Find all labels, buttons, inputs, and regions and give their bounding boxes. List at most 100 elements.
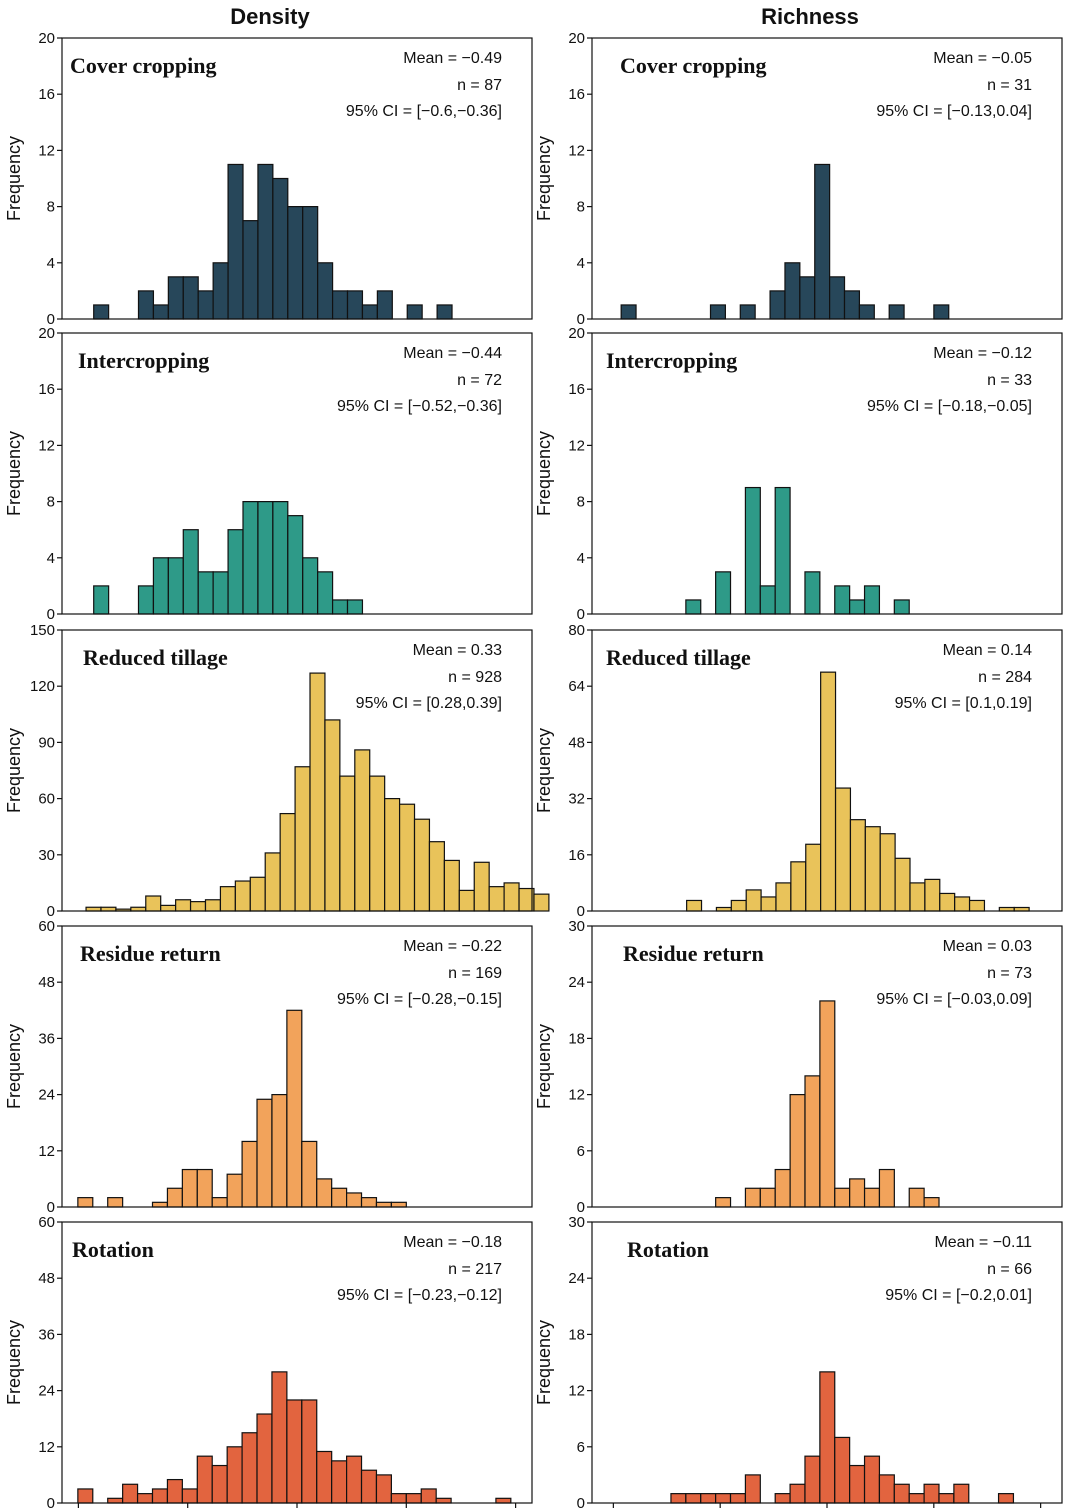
histogram-bar <box>331 1460 348 1504</box>
panel-title: Cover cropping <box>620 53 766 78</box>
y-tick-label: 30 <box>38 847 55 864</box>
y-tick-label: 4 <box>47 550 55 567</box>
histogram-bar <box>317 262 334 320</box>
histogram-bar <box>709 304 726 320</box>
histogram-bar <box>286 1009 303 1208</box>
y-tick-label: 48 <box>38 974 55 991</box>
histogram-bar <box>819 1000 836 1208</box>
y-tick-label: 12 <box>38 1143 55 1160</box>
histogram-bar <box>242 501 259 615</box>
y-tick-label: 0 <box>577 606 585 623</box>
histogram-bar <box>93 585 110 615</box>
panel-density-intercropping: 0 4 8 12 16 20 Frequency Intercropping Mean = −0… <box>4 325 533 623</box>
stat-mean: Mean = 0.03 <box>943 938 1033 955</box>
y-tick-label: 36 <box>38 1326 55 1343</box>
histogram-bar <box>406 304 423 320</box>
histogram-bar <box>834 787 852 912</box>
histogram-bar <box>369 775 386 912</box>
y-axis-label: Frequency <box>534 431 554 516</box>
y-tick-label: 18 <box>568 1030 585 1047</box>
panel-density-cover-cropping: 0 4 8 12 16 20 Frequency Cover cropping Mean = −… <box>4 30 533 328</box>
histogram-bar <box>287 515 304 615</box>
histogram-bar <box>799 276 816 320</box>
histogram-bar <box>834 1436 851 1504</box>
y-axis-label: Frequency <box>4 1320 24 1405</box>
histogram-bar <box>744 1187 761 1208</box>
histogram-bar <box>137 290 155 320</box>
histogram-bar <box>152 557 169 615</box>
histogram-bar <box>938 1493 955 1504</box>
y-tick-label: 20 <box>568 30 585 47</box>
histogram-bar <box>166 1187 183 1208</box>
y-tick-label: 16 <box>38 86 55 103</box>
y-axis-label: Frequency <box>534 728 554 813</box>
stat-n: n = 928 <box>448 669 502 686</box>
y-tick-label: 8 <box>47 494 55 511</box>
y-tick-label: 0 <box>47 1199 55 1216</box>
y-axis-label: Frequency <box>534 1024 554 1109</box>
histogram-bar <box>774 486 791 615</box>
stat-mean: Mean = −0.11 <box>934 1234 1032 1251</box>
histogram-bar <box>804 571 821 615</box>
histogram-bar <box>181 1488 198 1504</box>
y-tick-label: 8 <box>577 199 585 216</box>
histogram-bar <box>286 1399 303 1504</box>
y-tick-label: 24 <box>38 1087 55 1104</box>
y-tick-label: 12 <box>38 142 55 159</box>
histogram-bar <box>390 1493 407 1504</box>
histogram-bar <box>953 1483 970 1504</box>
histogram-bar <box>360 1469 378 1504</box>
histogram-bar <box>167 276 184 320</box>
histogram-bar <box>257 163 274 320</box>
histogram-bar <box>745 889 762 912</box>
histogram-bar <box>843 290 861 320</box>
histogram-bar <box>316 1450 333 1504</box>
histogram-bar <box>744 1474 761 1504</box>
y-tick-label: 12 <box>568 1383 585 1400</box>
plot-frame <box>591 37 1063 320</box>
histogram-bar <box>997 1493 1015 1504</box>
histogram-bar <box>739 304 756 320</box>
y-tick-label: 60 <box>38 791 55 808</box>
histogram-bar <box>226 1173 243 1208</box>
histogram-bar <box>863 585 881 615</box>
histogram-bar <box>715 1197 732 1208</box>
histogram-bar <box>488 886 505 912</box>
y-tick-label: 12 <box>568 142 585 159</box>
y-tick-label: 64 <box>568 678 585 695</box>
y-tick-label: 0 <box>577 1199 585 1216</box>
panel-richness-cover-cropping: 0 4 8 12 16 20 Frequency Cover cropping Mean = −… <box>534 30 1063 328</box>
histogram-bar <box>287 206 304 320</box>
panel-density-residue-return: 0 12 24 36 48 60 Frequency Residue return Mean =… <box>4 918 533 1216</box>
histogram-bar <box>939 892 956 912</box>
histogram-bar <box>152 304 169 320</box>
stat-n: n = 217 <box>448 1261 502 1278</box>
y-tick-label: 20 <box>568 325 585 342</box>
y-tick-label: 48 <box>38 1270 55 1287</box>
histogram-bar <box>715 1493 732 1504</box>
y-axis-label: Frequency <box>4 136 24 221</box>
histogram-bar <box>316 1178 333 1208</box>
y-tick-label: 8 <box>577 494 585 511</box>
histogram-bar <box>405 1493 422 1504</box>
histogram-bar <box>294 766 311 912</box>
histogram-bar <box>197 571 214 615</box>
histogram-bar <box>894 857 911 912</box>
histogram-bar <box>331 599 349 615</box>
histogram-bar <box>804 1455 821 1504</box>
stat-ci: 95% CI = [−0.23,−0.12] <box>337 1287 502 1304</box>
y-tick-label: 0 <box>47 311 55 328</box>
histogram-bar <box>182 529 199 615</box>
y-tick-label: 6 <box>577 1143 585 1160</box>
histogram-bar <box>107 1197 124 1208</box>
y-tick-label: 36 <box>38 1030 55 1047</box>
histogram-bar <box>354 749 371 912</box>
histogram-bar <box>908 1187 925 1208</box>
histogram-bar <box>760 896 777 912</box>
histogram-bar <box>375 1201 392 1208</box>
histogram-bar <box>863 1455 881 1504</box>
histogram-bar <box>829 276 846 320</box>
histogram-bar <box>167 557 184 615</box>
y-axis-label: Frequency <box>4 1024 24 1109</box>
histogram-bar <box>685 1493 702 1504</box>
